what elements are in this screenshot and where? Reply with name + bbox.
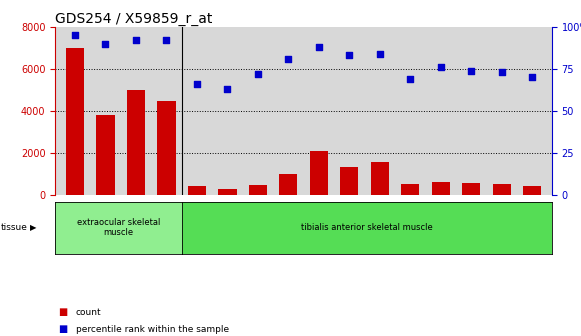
Bar [432, 182, 450, 195]
Point [131, 38, 141, 43]
Point [375, 51, 385, 56]
Bar [340, 167, 358, 195]
Text: count: count [76, 308, 101, 317]
Bar [371, 162, 389, 195]
Bar [127, 90, 145, 195]
Bar [188, 186, 206, 195]
Text: tibialis anterior skeletal muscle: tibialis anterior skeletal muscle [301, 223, 433, 232]
Point [284, 56, 293, 61]
Bar [218, 189, 236, 195]
Text: percentile rank within the sample: percentile rank within the sample [76, 325, 229, 334]
Bar [523, 186, 541, 195]
Text: GDS254 / X59859_r_at: GDS254 / X59859_r_at [55, 12, 213, 26]
Point [406, 76, 415, 82]
Text: ■: ■ [58, 324, 67, 334]
Bar [401, 184, 419, 195]
Point [70, 33, 80, 38]
Text: ▶: ▶ [30, 223, 37, 232]
Point [467, 68, 476, 73]
Point [528, 75, 537, 80]
Text: tissue: tissue [1, 223, 28, 232]
Point [314, 44, 324, 50]
Bar [279, 174, 297, 195]
Text: extraocular skeletal
muscle: extraocular skeletal muscle [77, 218, 160, 237]
Bar [462, 183, 480, 195]
Point [101, 41, 110, 46]
Point [162, 38, 171, 43]
Bar [310, 151, 328, 195]
Bar [493, 184, 511, 195]
Text: ■: ■ [58, 307, 67, 318]
Point [497, 70, 506, 75]
Bar [157, 101, 175, 195]
Bar [96, 115, 114, 195]
Point [192, 81, 202, 87]
Bar [249, 185, 267, 195]
Point [223, 86, 232, 92]
Point [436, 65, 446, 70]
Point [253, 71, 263, 77]
Point [345, 53, 354, 58]
Bar [66, 48, 84, 195]
